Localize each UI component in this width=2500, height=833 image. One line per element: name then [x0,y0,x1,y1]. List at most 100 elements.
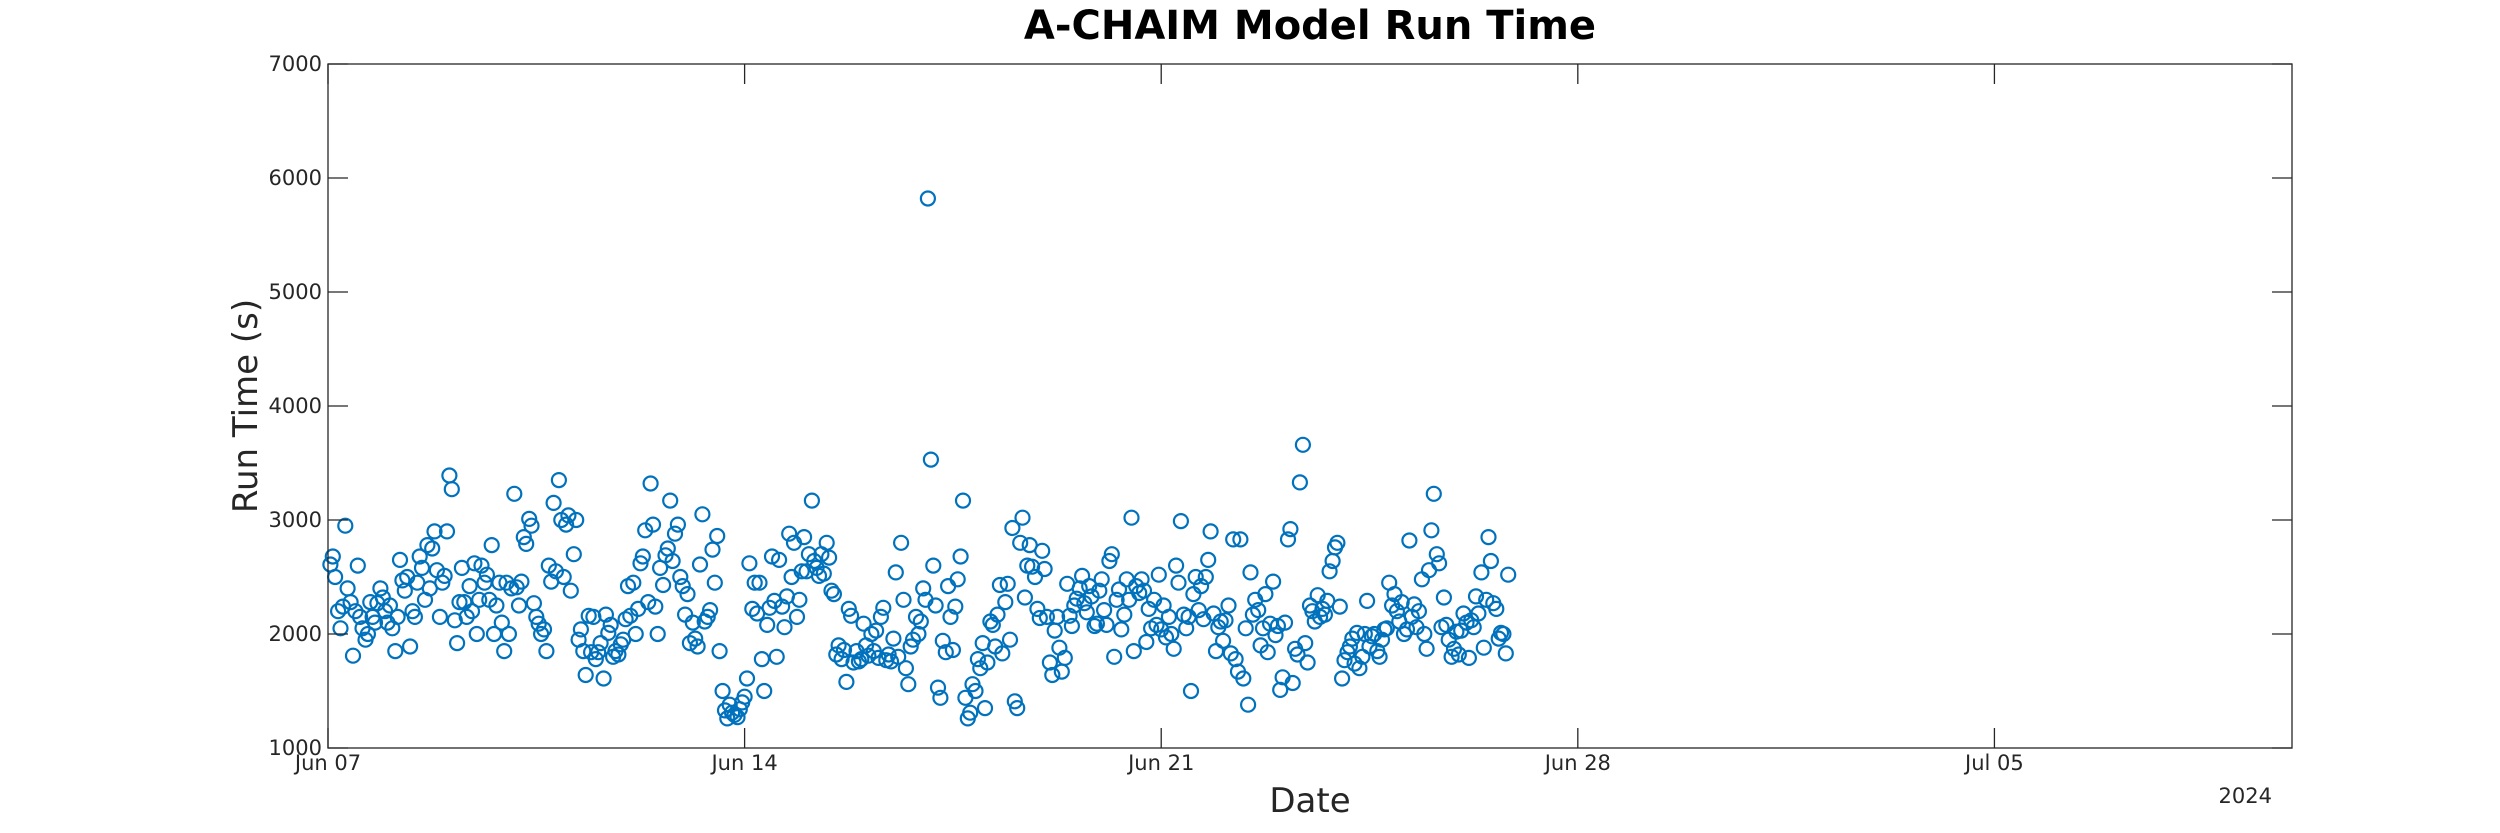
data-point [337,517,354,534]
data-point [1237,620,1254,637]
data-point [443,481,460,498]
data-point [550,472,568,489]
data-point [500,625,517,643]
data-point [1103,546,1120,563]
data-point [1108,591,1125,608]
x-tick-label: Jun 21 [1126,751,1194,775]
data-point [897,660,915,677]
data-point [711,642,728,660]
data-point [912,613,929,630]
data-point [1282,520,1299,538]
data-point [676,606,694,623]
data-point [1014,509,1031,526]
data-point [1038,608,1056,626]
data-point [431,608,448,626]
data-point [1467,588,1485,605]
data-point [1031,609,1048,627]
data-point [773,598,791,615]
data-point [1473,564,1490,581]
data-point [759,616,776,634]
data-point [324,548,341,565]
data-point [568,511,585,529]
data-point [820,549,838,566]
y-tick-label: 5000 [269,280,322,304]
data-point [669,516,687,533]
data-point [770,551,788,569]
data-point [803,492,821,509]
data-point [1443,648,1460,665]
data-point [736,688,753,705]
data-point [1172,512,1190,530]
data-point [560,507,577,524]
y-axis: 1000 2000 3000 4000 5000 6000 7000 [269,52,2292,760]
data-point [1182,682,1200,700]
data-point [664,552,681,570]
data-point [506,485,523,502]
data-point [590,644,607,661]
x-corner-label: 2024 [2219,784,2272,808]
data-point [592,634,609,652]
data-point [1284,674,1301,692]
data-point [642,475,659,492]
data-point [756,682,773,700]
data-point [434,574,451,591]
data-point [1220,597,1237,614]
data-point [666,525,684,542]
data-point [962,704,979,721]
data-point [681,634,699,652]
data-point [1163,625,1180,643]
data-point [1299,654,1316,671]
data-point [391,551,409,569]
data-point [1056,649,1073,667]
y-axis-label: Run Time (s) [226,299,266,513]
data-point [1160,608,1178,626]
data-point [684,614,701,631]
data-point [1133,571,1150,588]
data-point [1091,582,1108,599]
data-point [1185,585,1202,603]
data-point [1297,634,1314,652]
data-point [994,645,1011,662]
data-point [515,528,532,546]
data-point [496,642,513,660]
data-point [1497,645,1514,662]
x-tick-label: Jul 05 [1963,751,2024,775]
x-tick-label: Jun 28 [1543,751,1611,775]
data-point [709,527,726,545]
x-axis-label: Date [1269,781,1350,821]
data-point [1259,644,1276,661]
y-tick-label: 3000 [269,508,322,532]
data-point [895,591,912,608]
data-point [932,689,949,706]
data-point [842,607,860,624]
data-point [704,541,721,558]
data-point [1004,519,1021,537]
data-point [1029,600,1046,618]
data-point [922,451,940,468]
data-point [902,638,919,655]
data-point [838,673,855,691]
data-point [1329,534,1346,551]
y-tick-label: 2000 [269,622,322,646]
data-point [366,614,384,631]
data-point [339,580,356,597]
data-point [1088,615,1106,632]
data-point [426,523,443,540]
data-point [1113,621,1130,638]
data-point [1012,534,1029,551]
data-point [1170,574,1187,591]
data-point [1420,562,1438,579]
data-point [488,597,505,614]
data-point [1197,568,1214,586]
data-point [679,585,696,603]
data-point [555,568,572,586]
data-point [1438,616,1455,634]
data-point [1026,568,1044,586]
data-point [791,591,808,608]
data-point [1351,660,1368,677]
data-point [835,641,853,659]
data-point [776,619,793,636]
data-point [617,611,634,628]
data-point [1048,608,1066,626]
data-point [1150,566,1167,583]
